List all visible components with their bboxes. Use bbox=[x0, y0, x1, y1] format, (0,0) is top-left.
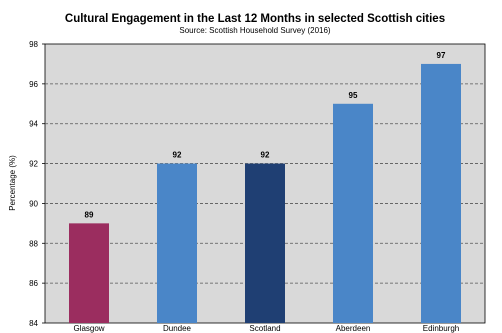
data-label-scotland: 92 bbox=[261, 151, 270, 160]
y-tick-label: 98 bbox=[29, 40, 38, 49]
bar-aberdeen bbox=[333, 103, 373, 324]
data-label-dundee: 92 bbox=[173, 151, 182, 160]
bar-edinburgh bbox=[421, 63, 461, 324]
y-tick-label: 94 bbox=[29, 120, 38, 129]
bar-scotland bbox=[245, 163, 285, 323]
bars bbox=[69, 63, 461, 324]
chart-title: Cultural Engagement in the Last 12 Month… bbox=[65, 13, 445, 25]
x-tick-label: Aberdeen bbox=[336, 324, 371, 333]
data-labels: 89 92 92 95 97 bbox=[85, 51, 446, 219]
x-axis-ticks: Glasgow Dundee Scotland Aberdeen Edinburgh bbox=[73, 324, 459, 333]
bar-glasgow bbox=[69, 223, 109, 323]
x-tick-label: Edinburgh bbox=[423, 324, 459, 333]
y-tick-label: 84 bbox=[29, 319, 38, 328]
y-tick-label: 96 bbox=[29, 80, 38, 89]
data-label-edinburgh: 97 bbox=[437, 51, 446, 60]
y-tick-label: 90 bbox=[29, 199, 38, 208]
bar-dundee bbox=[157, 163, 197, 323]
x-tick-label: Scotland bbox=[249, 324, 280, 333]
data-label-aberdeen: 95 bbox=[349, 91, 358, 100]
chart-subtitle: Source: Scottish Household Survey (2016) bbox=[179, 26, 331, 35]
y-axis-label: Percentage (%) bbox=[8, 155, 17, 211]
x-tick-label: Dundee bbox=[163, 324, 192, 333]
y-axis-ticks: 84 86 88 90 92 94 96 98 bbox=[29, 40, 45, 328]
data-label-glasgow: 89 bbox=[85, 210, 94, 219]
y-tick-label: 88 bbox=[29, 239, 38, 248]
y-tick-label: 86 bbox=[29, 279, 38, 288]
y-tick-label: 92 bbox=[29, 160, 38, 169]
x-tick-label: Glasgow bbox=[73, 324, 104, 333]
